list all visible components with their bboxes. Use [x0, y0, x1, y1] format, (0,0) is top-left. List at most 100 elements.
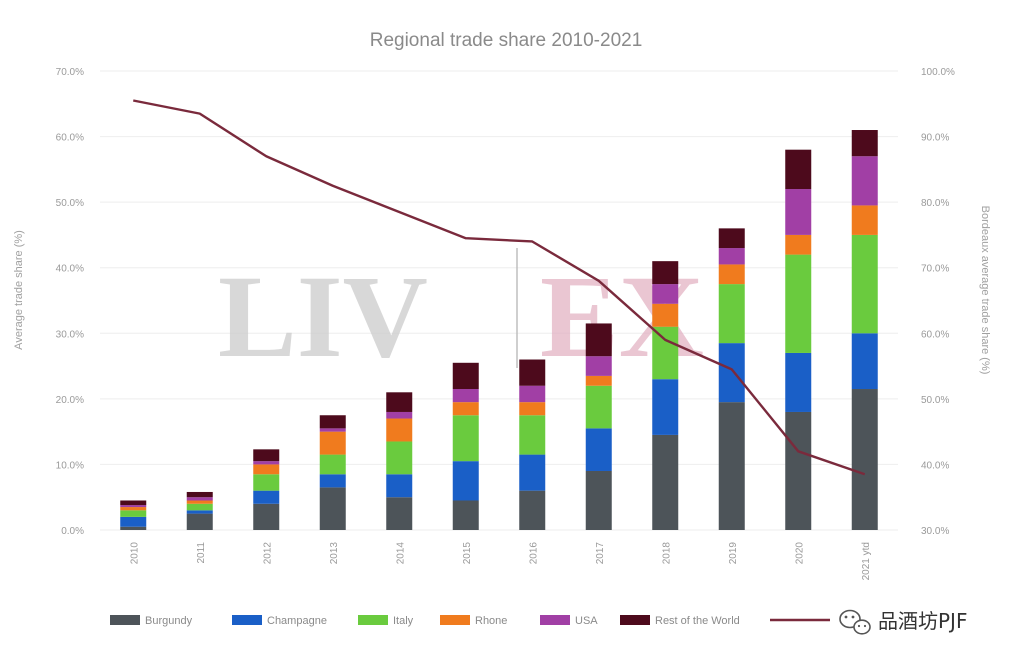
bar-segment-rest-of-the-world [186, 491, 213, 498]
x-tick-label: 2019 [728, 542, 739, 565]
bar-segment-italy [718, 284, 745, 344]
x-tick-label: 2012 [262, 542, 273, 565]
x-tick-label: 2011 [196, 542, 207, 564]
bar-segment-rhone [452, 402, 479, 416]
bar-segment-burgundy [851, 389, 878, 530]
x-tick-label: 2013 [329, 542, 340, 565]
wechat-badge: 品酒坊PJF [839, 609, 967, 635]
y2-tick-label: 60.0% [921, 329, 949, 340]
chart-title: Regional trade share 2010-2021 [370, 30, 643, 51]
x-tick-label: 2010 [129, 542, 140, 565]
bar-segment-rhone [785, 234, 812, 255]
bar-segment-usa [319, 428, 346, 432]
legend-swatch [440, 615, 470, 625]
bar-segment-rhone [120, 507, 147, 511]
legend-swatch [110, 615, 140, 625]
y-tick-label: 40.0% [56, 264, 84, 275]
bar-segment-italy [652, 326, 679, 380]
y2-tick-label: 30.0% [921, 526, 949, 537]
y-tick-label: 0.0% [61, 526, 84, 537]
bar-segment-rest-of-the-world [718, 228, 745, 249]
bar-segment-burgundy [186, 513, 213, 530]
bar-segment-usa [718, 248, 745, 265]
bar-segment-rhone [186, 500, 213, 504]
bar-segment-usa [386, 411, 413, 419]
watermark-liv: LIV [218, 251, 428, 382]
gridlines [100, 70, 898, 531]
x-tick-label: 2021 ytd [861, 542, 872, 580]
bar-segment-champagne [253, 490, 280, 504]
bar-segment-champagne [519, 454, 546, 491]
legend-label: Burgundy [145, 615, 193, 627]
y-tick-label: 60.0% [56, 133, 84, 144]
legend-label: Rest of the World [655, 615, 740, 627]
bar-segment-rest-of-the-world [652, 261, 679, 285]
bar-segment-usa [851, 156, 878, 206]
bar-segment-rest-of-the-world [386, 392, 413, 412]
bar-segment-usa [253, 461, 280, 465]
bar-segment-champagne [851, 333, 878, 390]
bar-segment-burgundy [319, 487, 346, 530]
bar-segment-italy [851, 234, 878, 334]
bar-segment-rest-of-the-world [519, 359, 546, 386]
y-axis-label: Average trade share (%) [13, 230, 25, 350]
bar-segment-italy [186, 503, 213, 511]
x-tick-label: 2014 [395, 542, 406, 565]
bar-segment-italy [452, 415, 479, 462]
bar-segment-rhone [386, 418, 413, 442]
x-axis: 2010 2011 2012 2013 2014 2015 2016 2017 2018 2019… [129, 542, 872, 581]
y-axis-left: 0.0% 10.0% 20.0% 30.0% 40.0% 50.0% 60.0% 70.0% [56, 67, 84, 537]
legend-label: Italy [393, 615, 414, 627]
wechat-account-name: 品酒坊PJF [878, 609, 967, 633]
bar-segment-italy [519, 415, 546, 455]
bar-segment-italy [120, 510, 147, 517]
bar-segment-usa [785, 189, 812, 235]
legend-swatch [232, 615, 262, 625]
wechat-icon [839, 609, 871, 635]
bar-segment-usa [652, 284, 679, 304]
bar-segment-rest-of-the-world [851, 130, 878, 157]
bar-segment-champagne [386, 474, 413, 498]
bar-segment-usa [452, 389, 479, 403]
legend-swatch [620, 615, 650, 625]
bar-segment-burgundy [452, 500, 479, 530]
bar-segment-rest-of-the-world [120, 500, 147, 506]
bar-segment-rhone [253, 464, 280, 475]
bar-segment-champagne [319, 474, 346, 488]
x-tick-label: 2015 [462, 542, 473, 565]
bar-segment-usa [585, 356, 612, 376]
bar-segment-italy [253, 474, 280, 491]
bar-segment-rhone [851, 205, 878, 235]
legend-swatch [540, 615, 570, 625]
bar-segment-italy [386, 441, 413, 475]
bar-segment-burgundy [718, 402, 745, 530]
y-tick-label: 50.0% [56, 198, 84, 209]
bar-segment-champagne [652, 379, 679, 435]
legend-label: USA [575, 615, 598, 627]
bar-segment-champagne [718, 343, 745, 403]
bar-segment-rhone [652, 303, 679, 327]
bar-segment-rest-of-the-world [785, 149, 812, 190]
y-tick-label: 20.0% [56, 395, 84, 406]
y-tick-label: 10.0% [56, 460, 84, 471]
y2-tick-label: 90.0% [921, 133, 949, 144]
bars [120, 130, 878, 530]
bar-segment-rest-of-the-world [319, 415, 346, 429]
bar-segment-rest-of-the-world [253, 449, 280, 462]
bar-segment-champagne [186, 510, 213, 514]
bar-segment-burgundy [652, 434, 679, 530]
line-series [133, 99, 866, 476]
bar-segment-burgundy [785, 411, 812, 530]
bar-segment-champagne [120, 516, 147, 527]
bar-segment-rest-of-the-world [585, 323, 612, 357]
y2-tick-label: 80.0% [921, 198, 949, 209]
bar-segment-usa [519, 385, 546, 403]
x-tick-label: 2018 [661, 542, 672, 565]
legend-swatch [358, 615, 388, 625]
bar-segment-rest-of-the-world [452, 362, 479, 390]
watermark-ex: EX [540, 251, 704, 382]
x-tick-label: 2016 [528, 542, 539, 565]
legend: Burgundy Champagne Italy Rhone USA Rest of th… [110, 615, 830, 627]
bar-segment-rhone [319, 431, 346, 455]
